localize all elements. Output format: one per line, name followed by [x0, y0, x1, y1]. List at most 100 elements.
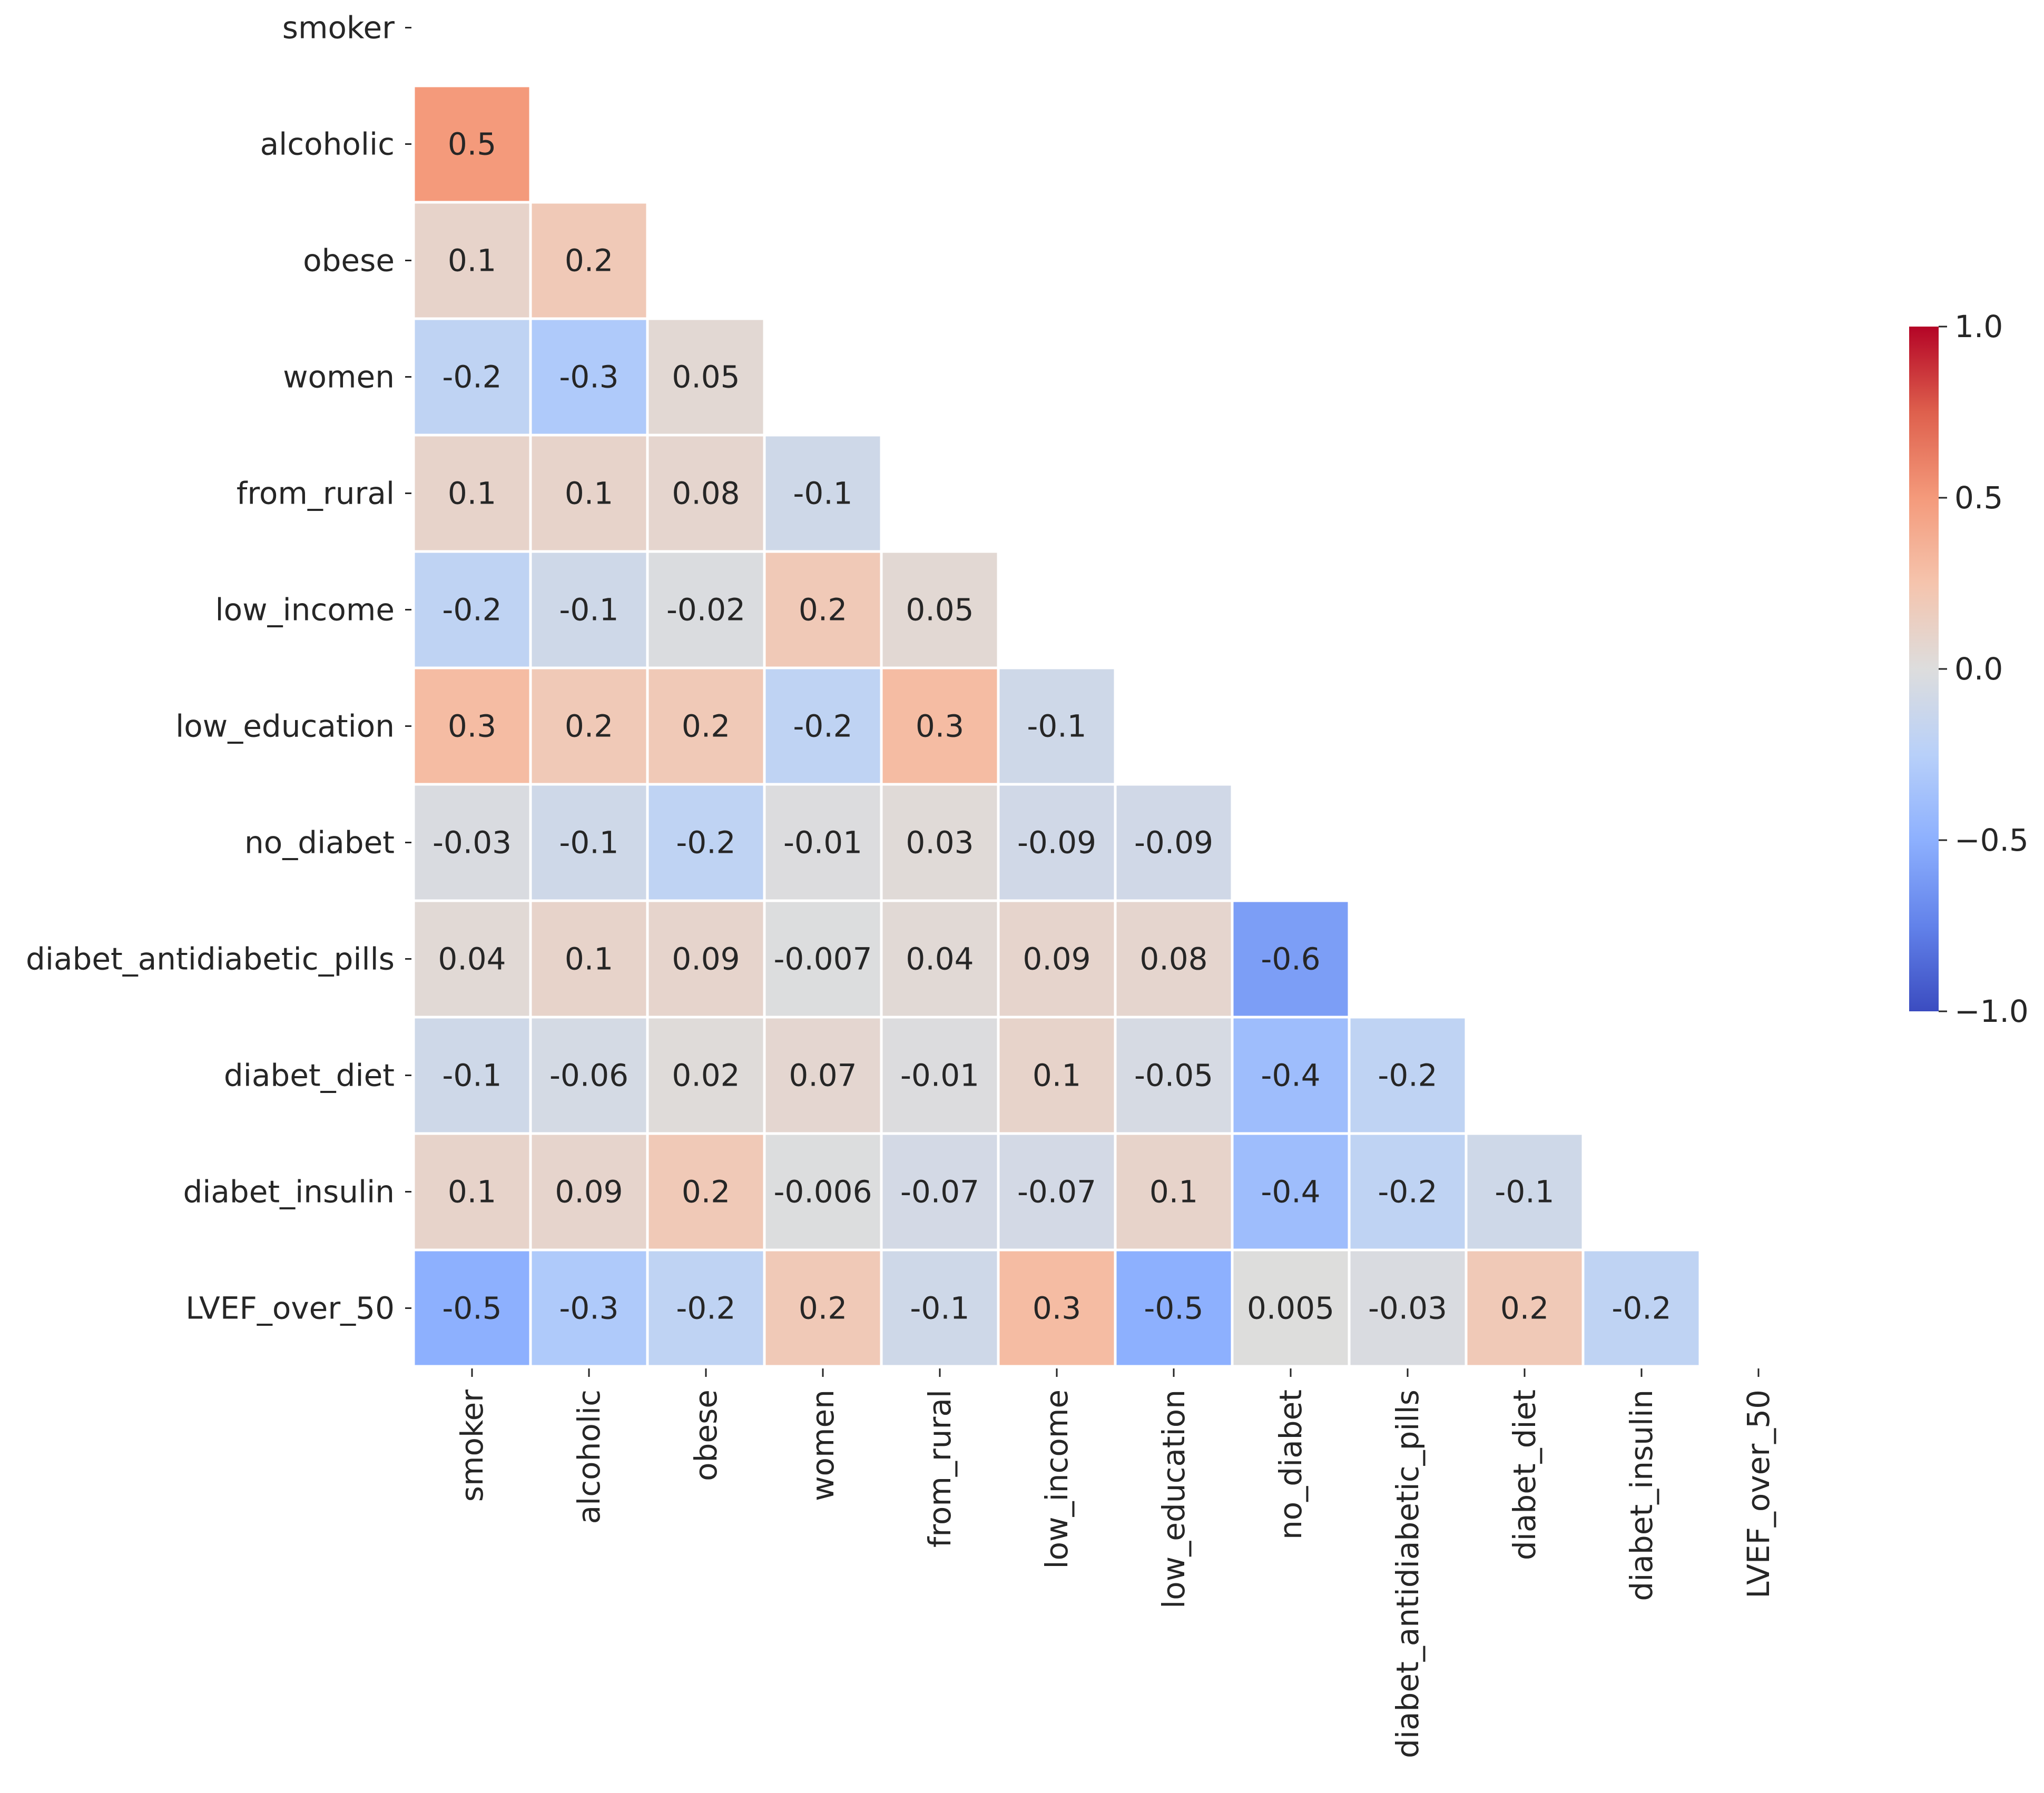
y-tick-label-from_rural: from_rural: [237, 476, 395, 511]
cell-value-LVEF_over_50-diabet_diet: 0.2: [1500, 1290, 1549, 1326]
x-tick-label-low_education: low_education: [1156, 1390, 1192, 1609]
cell-from_rural-alcoholic: [529, 434, 649, 553]
cell-value-alcoholic-smoker: 0.5: [448, 126, 496, 162]
cell-value-diabet_insulin-alcoholic: 0.09: [555, 1174, 623, 1210]
y-tick-label-smoker: smoker: [282, 10, 395, 46]
cell-LVEF_over_50-from_rural: [880, 1248, 1000, 1368]
cell-LVEF_over_50-low_education: [1114, 1248, 1234, 1368]
cell-value-low_income-from_rural: 0.05: [906, 592, 974, 628]
cell-value-no_diabet-low_income: -0.09: [1017, 825, 1096, 861]
cell-diabet_insulin-no_diabet: [1231, 1132, 1351, 1252]
cell-diabet_insulin-diabet_antidiabetic_pills: [1348, 1132, 1468, 1252]
cell-value-low_education-alcoholic: 0.2: [565, 708, 613, 744]
cell-value-diabet_diet-low_income: 0.1: [1033, 1058, 1081, 1093]
heatmap-cells: 0.5 0.1 0.2 -0.2 -0.3 0.05 0.1 0.1 0.08 -0.1 -0.2 -…: [412, 84, 1702, 1368]
cell-low_education-women: [763, 666, 883, 786]
cell-low_education-alcoholic: [529, 666, 649, 786]
cell-no_diabet-low_income: [997, 783, 1117, 902]
cell-value-diabet_insulin-obese: 0.2: [682, 1174, 730, 1210]
x-tick-label-obese: obese: [688, 1390, 724, 1481]
cell-value-women-alcoholic: -0.3: [559, 359, 618, 395]
cell-LVEF_over_50-diabet_insulin: [1581, 1248, 1702, 1368]
cell-value-diabet_diet-obese: 0.02: [672, 1058, 740, 1093]
cell-diabet_insulin-women: [763, 1132, 883, 1252]
cell-value-diabet_insulin-smoker: 0.1: [448, 1174, 496, 1210]
colorbar-tick-label: 0.0: [1954, 651, 2003, 687]
x-tick-label-low_income: low_income: [1039, 1390, 1075, 1569]
cell-value-low_income-women: 0.2: [799, 592, 847, 628]
cell-value-diabet_antidiabetic_pills-low_income: 0.09: [1023, 941, 1090, 977]
cell-value-diabet_diet-alcoholic: -0.06: [549, 1058, 628, 1093]
cell-value-diabet_insulin-no_diabet: -0.4: [1261, 1174, 1320, 1210]
cell-value-diabet_insulin-low_income: -0.07: [1017, 1174, 1096, 1210]
cell-value-diabet_insulin-diabet_diet: -0.1: [1495, 1174, 1554, 1210]
y-tick-label-alcoholic: alcoholic: [260, 126, 395, 162]
cell-value-diabet_diet-diabet_antidiabetic_pills: -0.2: [1378, 1058, 1437, 1093]
cell-women-obese: [646, 317, 766, 437]
cell-value-diabet_diet-smoker: -0.1: [442, 1058, 502, 1093]
colorbar-tick-label: 0.5: [1954, 480, 2003, 516]
cell-value-obese-alcoholic: 0.2: [565, 243, 613, 279]
x-tick-label-no_diabet: no_diabet: [1273, 1390, 1309, 1540]
cell-low_education-from_rural: [880, 666, 1000, 786]
cell-value-low_income-alcoholic: -0.1: [559, 592, 618, 628]
cell-diabet_insulin-diabet_diet: [1465, 1132, 1585, 1252]
cell-no_diabet-smoker: [412, 783, 532, 902]
cell-value-diabet_antidiabetic_pills-low_education: 0.08: [1139, 941, 1207, 977]
y-tick-label-women: women: [283, 359, 395, 395]
cell-diabet_antidiabetic_pills-smoker: [412, 899, 532, 1019]
x-tick-label-diabet_antidiabetic_pills: diabet_antidiabetic_pills: [1390, 1390, 1426, 1758]
cell-value-diabet_diet-low_education: -0.05: [1134, 1058, 1213, 1093]
x-tick-label-diabet_diet: diabet_diet: [1507, 1390, 1542, 1560]
cell-value-LVEF_over_50-diabet_insulin: -0.2: [1611, 1290, 1671, 1326]
y-tick-label-LVEF_over_50: LVEF_over_50: [185, 1290, 395, 1326]
cell-value-diabet_antidiabetic_pills-women: -0.007: [774, 941, 872, 977]
cell-value-no_diabet-obese: -0.2: [676, 825, 735, 861]
cell-value-low_education-obese: 0.2: [682, 708, 730, 744]
cell-value-LVEF_over_50-smoker: -0.5: [442, 1290, 502, 1326]
cell-obese-smoker: [412, 201, 532, 320]
x-axis-labels: smoker alcoholic obese women from_rural low_i…: [454, 1368, 1776, 1758]
y-tick-label-diabet_diet: diabet_diet: [224, 1058, 395, 1093]
colorbar: 1.0 0.5 0.0 −0.5 −1.0: [1909, 309, 2029, 1029]
x-tick-label-alcoholic: alcoholic: [571, 1390, 607, 1524]
y-tick-label-low_education: low_education: [175, 708, 395, 744]
cell-value-LVEF_over_50-alcoholic: -0.3: [559, 1290, 618, 1326]
cell-low_income-women: [763, 550, 883, 669]
cell-value-diabet_insulin-women: -0.006: [774, 1174, 872, 1210]
cell-value-LVEF_over_50-low_education: -0.5: [1144, 1290, 1203, 1326]
cell-value-from_rural-smoker: 0.1: [448, 476, 496, 511]
cell-value-diabet_antidiabetic_pills-from_rural: 0.04: [906, 941, 974, 977]
cell-diabet_diet-low_education: [1114, 1016, 1234, 1135]
y-tick-label-obese: obese: [303, 243, 395, 279]
cell-value-women-smoker: -0.2: [442, 359, 502, 395]
colorbar-tick-label: 1.0: [1954, 309, 2003, 344]
cell-value-LVEF_over_50-no_diabet: 0.005: [1247, 1290, 1334, 1326]
x-tick-label-LVEF_over_50: LVEF_over_50: [1741, 1390, 1776, 1599]
cell-value-diabet_antidiabetic_pills-obese: 0.09: [672, 941, 740, 977]
y-tick-label-no_diabet: no_diabet: [244, 825, 395, 861]
y-tick-label-low_income: low_income: [215, 592, 395, 628]
colorbar-gradient: [1909, 327, 1939, 1011]
cell-value-diabet_insulin-from_rural: -0.07: [900, 1174, 979, 1210]
colorbar-tick-label: −0.5: [1954, 822, 2029, 858]
cell-value-no_diabet-smoker: -0.03: [433, 825, 512, 861]
x-tick-label-women: women: [805, 1390, 841, 1501]
cell-value-diabet_diet-from_rural: -0.01: [900, 1058, 979, 1093]
cell-diabet_insulin-smoker: [412, 1132, 532, 1252]
cell-diabet_insulin-low_income: [997, 1132, 1117, 1252]
cell-value-diabet_diet-women: 0.07: [789, 1058, 857, 1093]
y-tick-label-diabet_antidiabetic_pills: diabet_antidiabetic_pills: [26, 941, 395, 977]
cell-value-no_diabet-women: -0.01: [783, 825, 862, 861]
cell-value-LVEF_over_50-diabet_antidiabetic_pills: -0.03: [1368, 1290, 1447, 1326]
cell-LVEF_over_50-low_income: [997, 1248, 1117, 1368]
cell-value-low_education-from_rural: 0.3: [916, 708, 964, 744]
cell-value-diabet_antidiabetic_pills-alcoholic: 0.1: [565, 941, 613, 977]
cell-value-no_diabet-alcoholic: -0.1: [559, 825, 618, 861]
y-tick-label-diabet_insulin: diabet_insulin: [183, 1174, 395, 1210]
cell-value-diabet_insulin-low_education: 0.1: [1149, 1174, 1198, 1210]
x-tick-label-from_rural: from_rural: [922, 1390, 958, 1548]
cell-low_income-alcoholic: [529, 550, 649, 669]
cell-value-no_diabet-low_education: -0.09: [1134, 825, 1213, 861]
